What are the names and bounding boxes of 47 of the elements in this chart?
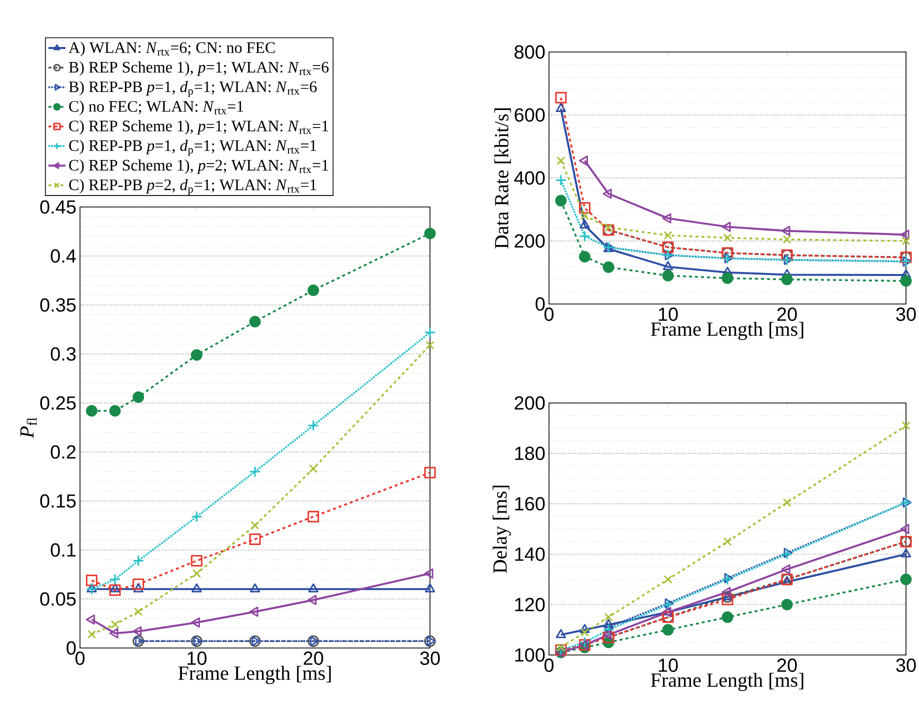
y-tick-label: 200	[514, 234, 545, 248]
x-axis-title: Frame Length [ms]	[178, 666, 331, 684]
y-tick-label: 0.05	[40, 592, 76, 606]
y-tick-label: 0.15	[40, 494, 76, 508]
y-tick-label: 0.3	[50, 347, 76, 361]
x-axis-title: Frame Length [ms]	[650, 322, 804, 340]
y-tick-label: 0.25	[40, 396, 76, 410]
x-tick-label: 10	[658, 308, 678, 321]
y-tick-label: 0.1	[50, 543, 76, 557]
y-tick-label: 180	[515, 446, 545, 460]
legend-label: C) REP Scheme 1), p=1; WLAN: N$_{rtx}$=1	[69, 120, 328, 135]
x-tick-label: 0	[544, 658, 554, 672]
y-tick-label: 140	[515, 547, 545, 561]
x-tick-label: 20	[777, 308, 797, 321]
x-tick-label: 30	[420, 652, 440, 665]
x-tick-label: 30	[896, 308, 916, 321]
y-tick-label: 0	[536, 297, 545, 311]
y-tick-label: 200	[514, 396, 545, 410]
x-axis-title: Frame Length [ms]	[650, 672, 804, 692]
y-axis-title: Delay [ms]	[492, 486, 511, 574]
y-tick-label: 800	[514, 45, 545, 59]
y-axis-title: P$_{fl}$	[20, 418, 37, 438]
text: C) REP-PB p=2, d$_{p}$=1; WLAN: N$_{rtx}$=1	[69, 178, 316, 196]
legend-label: A) WLAN: N$_{rtx}$=6; CN: no FEC	[68, 42, 275, 56]
y-tick-label: 0.2	[50, 445, 76, 459]
y-axis-title: Data Rate [kbit/s]	[494, 108, 511, 248]
y-tick-label: 100	[515, 648, 545, 662]
x-tick-label: 10	[658, 658, 678, 672]
y-tick-label: 160	[515, 497, 545, 511]
legend-label: B) REP Scheme 1), p=1; WLAN: N$_{rtx}$=6	[68, 61, 329, 76]
x-tick-label: 10	[188, 652, 206, 665]
text: B) REP-PB p=1, d$_{p}$=1; WLAN: N$_{rtx}$=6	[68, 80, 317, 98]
y-tick-label: 0.4	[50, 249, 76, 263]
x-tick-label: 0	[544, 308, 554, 321]
y-tick-label: 600	[514, 108, 545, 122]
y-tick-label: 0.35	[40, 298, 76, 312]
x-tick-label: 20	[777, 658, 797, 672]
text: C) REP-PB p=1, d$_{p}$=1; WLAN: N$_{rtx}$=1	[69, 140, 316, 156]
x-tick-label: 20	[304, 652, 324, 665]
y-tick-label: 0.45	[40, 200, 76, 214]
y-tick-label: 0	[66, 641, 76, 655]
legend-label: C) no FEC; WLAN: N$_{rtx}$=1	[69, 100, 244, 116]
y-tick-label: 400	[514, 171, 545, 185]
y-tick-label: 120	[515, 598, 545, 612]
legend-label: C) REP Scheme 1), p=2; WLAN: N$_{rtx}$=1	[69, 159, 328, 174]
x-tick-label: 0	[75, 652, 85, 665]
x-tick-label: 30	[896, 658, 916, 672]
